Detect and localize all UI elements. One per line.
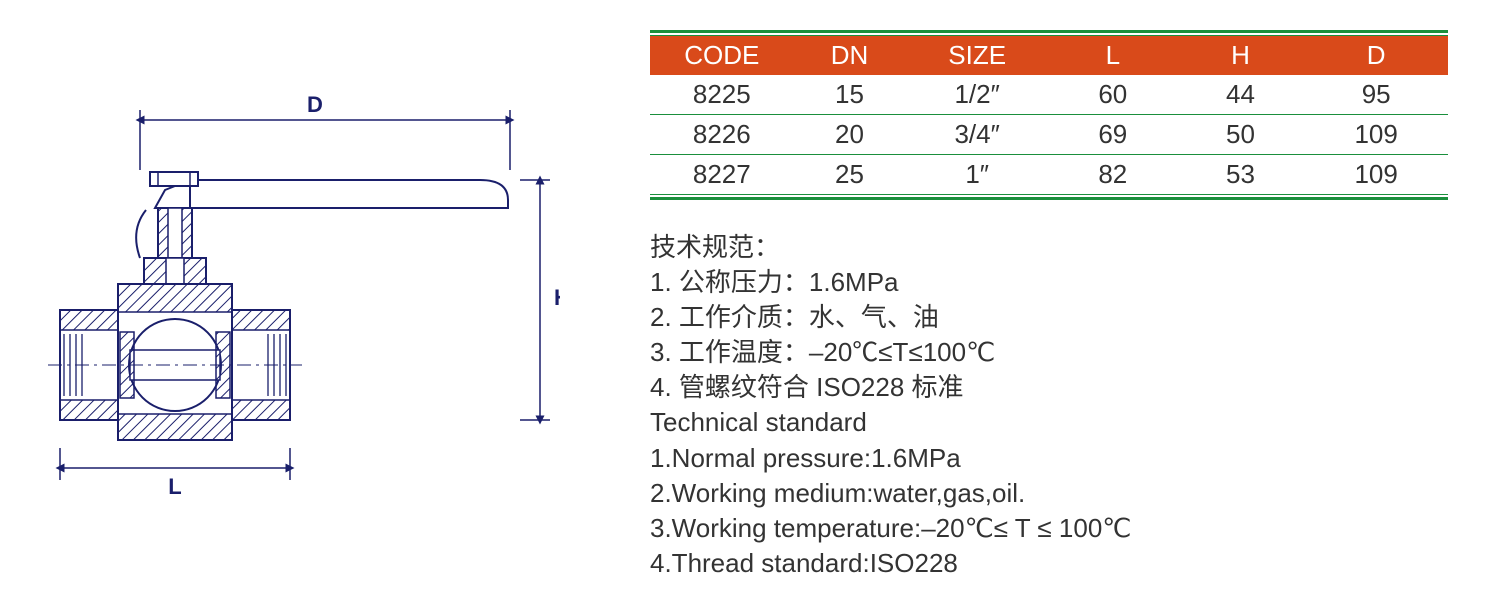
tech-cn-line: 4. 管螺纹符合 ISO228 标准 bbox=[650, 370, 1448, 405]
table-cell: 60 bbox=[1049, 75, 1177, 115]
table-cell: 82 bbox=[1049, 155, 1177, 195]
tech-cn-line: 3. 工作温度：–20℃≤T≤100℃ bbox=[650, 335, 1448, 370]
table-row: 8225151/2″604495 bbox=[650, 75, 1448, 115]
dim-label-d: D bbox=[307, 92, 323, 117]
tech-en-line: 1.Normal pressure:1.6MPa bbox=[650, 441, 1448, 476]
table-cell: 8227 bbox=[650, 155, 794, 195]
table-header-cell: DN bbox=[794, 36, 906, 76]
spec-table: CODEDNSIZELHD 8225151/2″6044958226203/4″… bbox=[650, 30, 1448, 200]
table-cell: 44 bbox=[1177, 75, 1305, 115]
table-cell: 1/2″ bbox=[905, 75, 1049, 115]
table-header-cell: H bbox=[1177, 36, 1305, 76]
tech-en-title: Technical standard bbox=[650, 405, 1448, 440]
tech-cn-line: 1. 公称压力：1.6MPa bbox=[650, 265, 1448, 300]
table-header-cell: CODE bbox=[650, 36, 794, 76]
table-cell: 25 bbox=[794, 155, 906, 195]
table-cell: 8226 bbox=[650, 115, 794, 155]
table-header-cell: SIZE bbox=[905, 36, 1049, 76]
spec-table-head: CODEDNSIZELHD bbox=[650, 32, 1448, 76]
table-header-cell: L bbox=[1049, 36, 1177, 76]
table-cell: 95 bbox=[1304, 75, 1448, 115]
tech-cn-line: 2. 工作介质：水、气、油 bbox=[650, 300, 1448, 335]
table-cell: 109 bbox=[1304, 155, 1448, 195]
table-row: 8227251″8253109 bbox=[650, 155, 1448, 195]
tech-cn-title: 技术规范： bbox=[650, 230, 1448, 265]
table-row: 8226203/4″6950109 bbox=[650, 115, 1448, 155]
table-cell: 109 bbox=[1304, 115, 1448, 155]
diagram-panel: D H bbox=[40, 30, 590, 581]
spec-table-body: 8225151/2″6044958226203/4″69501098227251… bbox=[650, 75, 1448, 199]
tech-en-line: 4.Thread standard:ISO228 bbox=[650, 546, 1448, 581]
valve-diagram: D H bbox=[40, 80, 560, 500]
table-cell: 53 bbox=[1177, 155, 1305, 195]
table-header-cell: D bbox=[1304, 36, 1448, 76]
tech-spec-block: 技术规范： 1. 公称压力：1.6MPa 2. 工作介质：水、气、油 3. 工作… bbox=[650, 230, 1448, 581]
table-cell: 20 bbox=[794, 115, 906, 155]
table-cell: 69 bbox=[1049, 115, 1177, 155]
table-cell: 1″ bbox=[905, 155, 1049, 195]
table-cell: 3/4″ bbox=[905, 115, 1049, 155]
dim-label-l: L bbox=[168, 474, 181, 499]
table-cell: 8225 bbox=[650, 75, 794, 115]
table-cell: 15 bbox=[794, 75, 906, 115]
tech-en-line: 3.Working temperature:–20℃≤ T ≤ 100℃ bbox=[650, 511, 1448, 546]
tech-en-line: 2.Working medium:water,gas,oil. bbox=[650, 476, 1448, 511]
dim-label-h: H bbox=[554, 285, 560, 310]
table-cell: 50 bbox=[1177, 115, 1305, 155]
